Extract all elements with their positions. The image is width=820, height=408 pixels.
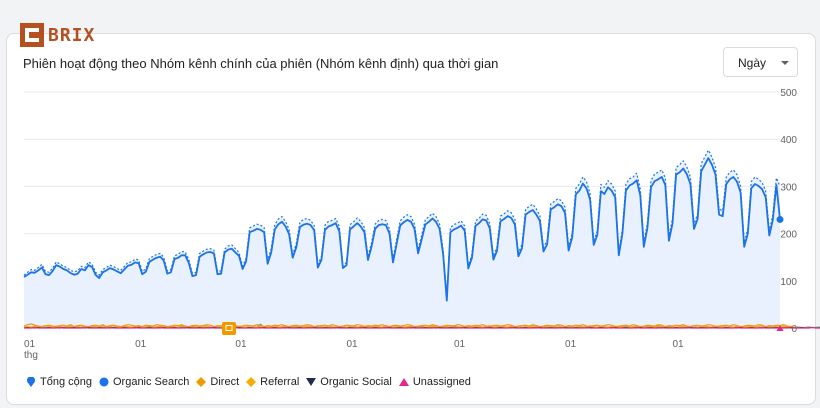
y-tick-label: 200 (780, 230, 797, 241)
chevron-down-icon (781, 61, 789, 65)
legend-pin-icon (27, 377, 35, 387)
x-tick-label: 01 (565, 339, 577, 350)
x-tick-label: 01 (454, 339, 466, 350)
granularity-value: Ngày (738, 56, 767, 70)
x-tick-label: 01 (346, 339, 358, 350)
legend-item-unassigned[interactable]: Unassigned (398, 376, 471, 388)
legend-triangle-down-icon (306, 378, 317, 386)
x-tick-label: 01 (135, 339, 147, 350)
legend-label: Organic Social (320, 376, 392, 388)
legend-diamond-icon (246, 377, 257, 387)
legend-item-total[interactable]: Tổng cộng (26, 376, 92, 388)
organic-search-series-line (23, 157, 781, 302)
y-tick-label: 300 (780, 182, 797, 193)
unassigned-end-marker (776, 325, 784, 331)
x-tick-label: 01 (24, 339, 36, 350)
x-tick-sublabel: thg (24, 350, 38, 361)
legend-item-direct[interactable]: Direct (196, 376, 239, 388)
total-area (24, 150, 780, 328)
legend-label: Organic Search (112, 376, 190, 388)
brand-name: BRIX (48, 24, 96, 46)
y-tick-label: 100 (780, 277, 797, 288)
x-tick-label: 01 (673, 339, 685, 350)
brand-logo: BRIX (20, 23, 95, 47)
legend-triangle-up-icon (398, 378, 409, 386)
legend-label: Direct (210, 376, 240, 388)
y-tick-label: 500 (780, 88, 797, 99)
legend-label: Unassigned (412, 376, 471, 388)
granularity-dropdown[interactable]: Ngày (723, 47, 798, 77)
chart-legend: Tổng cộng Organic Search Direct Referral Org… (26, 376, 478, 388)
legend-item-organic-search[interactable]: Organic Search (99, 376, 189, 388)
chart-title: Phiên hoạt động theo Nhóm kênh chính của… (23, 56, 499, 71)
brix-logo-icon (20, 23, 44, 47)
y-tick-label: 400 (780, 135, 797, 146)
legend-diamond-icon (196, 377, 207, 387)
annotation-note-icon (222, 322, 236, 335)
unassigned-series-line (24, 326, 820, 329)
x-tick-label: 01 (235, 339, 247, 350)
direct-series-line (23, 323, 795, 328)
legend-label: Tổng cộng (40, 376, 92, 388)
legend-item-referral[interactable]: Referral (246, 376, 299, 388)
y-tick-label: 0 (791, 324, 797, 335)
annotation-note-glyph (225, 325, 233, 331)
legend-item-organic-social[interactable]: Organic Social (306, 376, 392, 388)
legend-label: Referral (260, 376, 300, 388)
organic-search-end-marker (776, 215, 784, 223)
total-series-line (23, 149, 781, 300)
legend-circle-icon (99, 377, 109, 387)
